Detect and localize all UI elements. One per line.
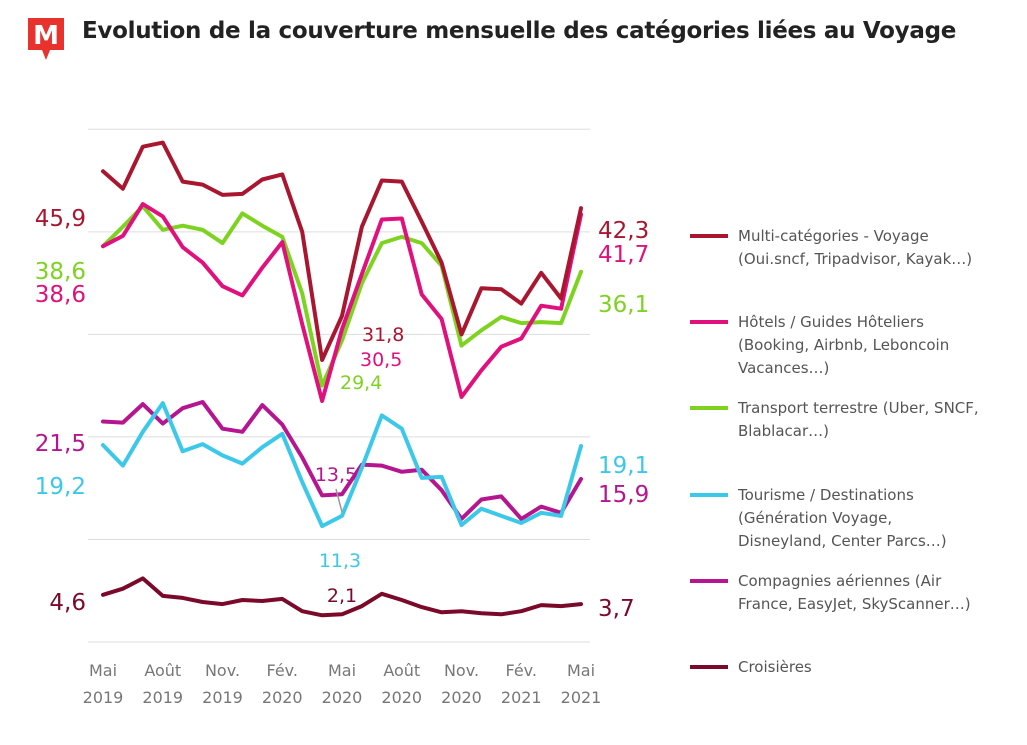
legend-label: Croisières xyxy=(738,656,1008,679)
data-label-compagnies-mid-label: 13,5 xyxy=(315,464,357,486)
legend-label-line: (Génération Voyage, xyxy=(738,509,893,527)
data-label-hotels-start-label: 38,6 xyxy=(35,282,86,308)
series-line-compagnies xyxy=(101,400,583,521)
legend-label: Hôtels / Guides Hôteliers (Booking, Airbn… xyxy=(738,311,1008,380)
mediametrie-logo: M xyxy=(28,18,64,60)
legend-label-line: Vacances…) xyxy=(738,359,830,377)
legend-label-line: Disneyland, Center Parcs…) xyxy=(738,532,947,550)
data-label-hotels-end-label: 41,7 xyxy=(598,242,649,268)
data-label-croisieres-mid-label: 2,1 xyxy=(327,585,357,607)
legend-label-line: (Oui.sncf, Tripadvisor, Kayak…) xyxy=(738,250,973,268)
x-tick-year: 2019 xyxy=(142,688,183,707)
data-label-tourisme-start-label: 19,2 xyxy=(35,474,86,500)
x-tick-month: Nov. xyxy=(205,661,240,680)
legend-label-line: Transport terrestre (Uber, SNCF, xyxy=(738,399,979,417)
data-label-croisieres-end-label: 3,7 xyxy=(598,596,635,622)
legend-label-line: Compagnies aériennes (Air xyxy=(738,572,942,590)
x-tick-year: 2021 xyxy=(561,688,602,707)
x-tick-year: 2021 xyxy=(501,688,542,707)
legend-label-line: Blablacar…) xyxy=(738,422,829,440)
data-label-multi-mid-label: 31,8 xyxy=(362,324,404,346)
data-label-compagnies-start-label: 21,5 xyxy=(35,431,86,457)
legend-label-line: Tourisme / Destinations xyxy=(738,486,914,504)
x-tick-year: 2019 xyxy=(83,688,124,707)
x-tick-year: 2020 xyxy=(262,688,303,707)
data-label-transport-mid-label: 29,4 xyxy=(340,372,382,394)
x-tick-month: Fév. xyxy=(506,661,537,680)
x-tick-year: 2020 xyxy=(322,688,363,707)
legend-swatch xyxy=(690,665,728,669)
data-label-hotels-mid-label: 30,5 xyxy=(360,349,402,371)
legend-swatch xyxy=(690,579,728,583)
x-tick-month: Août xyxy=(144,661,181,680)
x-tick-month: Nov. xyxy=(444,661,479,680)
data-label-transport-end-label: 36,1 xyxy=(598,292,649,318)
x-tick-month: Août xyxy=(383,661,420,680)
x-tick-year: 2020 xyxy=(381,688,422,707)
legend-label: Compagnies aériennes (Air France, EasyJet… xyxy=(738,570,1008,616)
x-tick-month: Mai xyxy=(567,661,595,680)
legend-label: Tourisme / Destinations (Génération Voyag… xyxy=(738,484,1008,553)
logo-letter: M xyxy=(33,21,59,51)
data-label-tourisme-mid-label: 11,3 xyxy=(319,550,361,572)
series-line-tourisme xyxy=(101,401,583,529)
data-label-croisieres-start-label: 4,6 xyxy=(49,590,86,616)
series-line-transport xyxy=(101,204,583,388)
x-tick-month: Fév. xyxy=(267,661,298,680)
series-line-hotels xyxy=(101,202,583,403)
data-label-tourisme-end-label: 19,1 xyxy=(598,453,649,479)
legend-label-line: Multi-catégories - Voyage xyxy=(738,227,929,245)
data-label-multi-end-label: 42,3 xyxy=(598,218,649,244)
legend-swatch xyxy=(690,493,728,497)
legend-swatch xyxy=(690,406,728,410)
x-tick-month: Mai xyxy=(328,661,356,680)
series-line-croisieres xyxy=(101,576,583,618)
data-label-transport-start-label: 38,6 xyxy=(35,259,86,285)
legend-swatch xyxy=(690,320,728,324)
legend-label-line: (Booking, Airbnb, Leboncoin xyxy=(738,336,950,354)
legend-label: Multi-catégories - Voyage (Oui.sncf, Trip… xyxy=(738,225,1008,271)
legend-label-line: Hôtels / Guides Hôteliers xyxy=(738,313,924,331)
x-tick-year: 2019 xyxy=(202,688,243,707)
leader-line-compagnies xyxy=(335,488,343,513)
series-line-multi xyxy=(101,140,583,362)
legend-label-line: Croisières xyxy=(738,658,812,676)
x-tick-year: 2020 xyxy=(441,688,482,707)
data-label-compagnies-end-label: 15,9 xyxy=(598,482,649,508)
x-tick-month: Mai xyxy=(89,661,117,680)
data-label-multi-start-label: 45,9 xyxy=(35,206,86,232)
legend-label-line: France, EasyJet, SkyScanner…) xyxy=(738,595,971,613)
legend-swatch xyxy=(690,234,728,238)
legend-label: Transport terrestre (Uber, SNCF, Blablaca… xyxy=(738,397,1008,443)
chart-title: Evolution de la couverture mensuelle des… xyxy=(82,18,957,44)
